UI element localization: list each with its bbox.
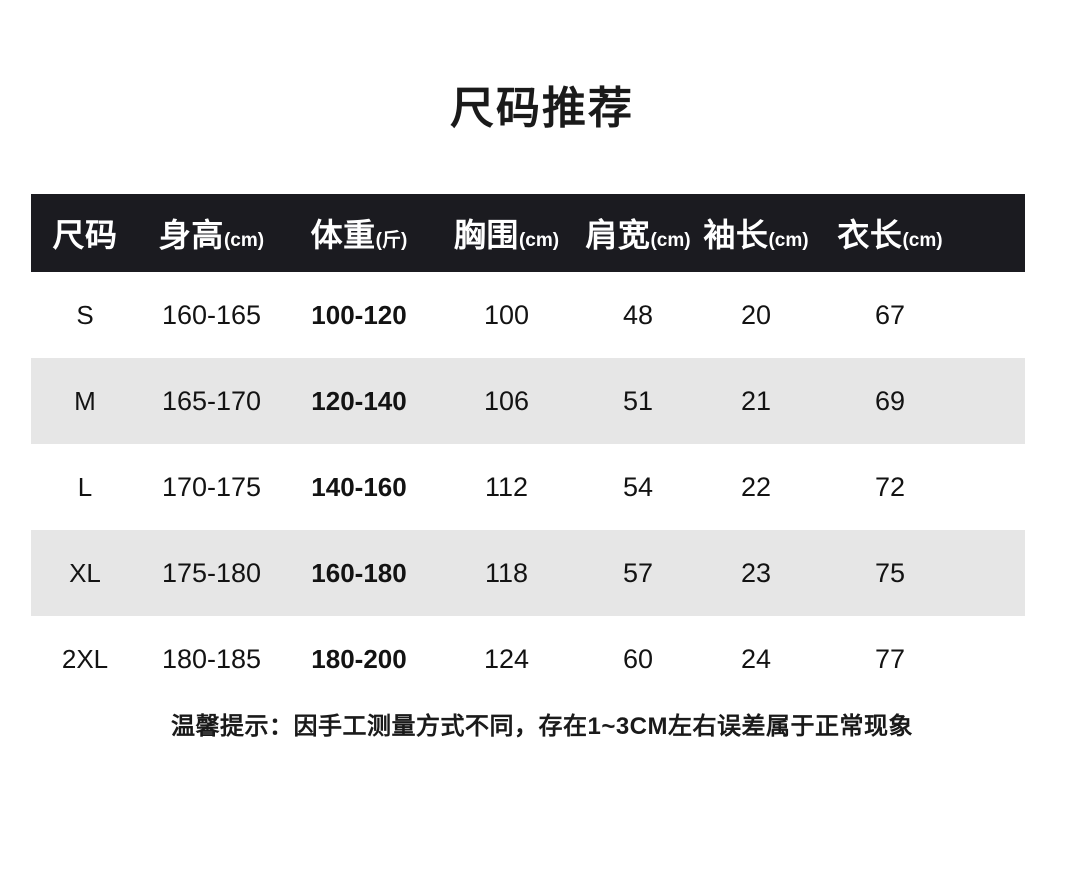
column-header-weight: 体重(斤): [284, 210, 434, 256]
table-row: XL 175-180 160-180 118 57 23 75: [31, 530, 1025, 616]
column-header-length-label: 衣长: [837, 217, 903, 253]
column-header-shoulder: 肩宽(cm): [579, 210, 697, 256]
table-row: L 170-175 140-160 112 54 22 72: [31, 444, 1025, 530]
column-header-height-unit: (cm): [223, 230, 265, 251]
cell-size: 2XL: [61, 643, 109, 674]
cell-size: M: [74, 385, 96, 416]
column-header-sleeve-label: 袖长: [703, 217, 769, 253]
table-row: 2XL 180-185 180-200 124 60 24 77: [31, 616, 1025, 702]
column-header-size: 尺码: [31, 210, 139, 256]
cell-sleeve: 22: [740, 471, 772, 502]
cell-weight: 180-200: [311, 643, 407, 674]
cell-height: 170-175: [161, 471, 262, 502]
cell-shoulder: 60: [622, 643, 654, 674]
cell-height: 165-170: [161, 385, 262, 416]
cell-sleeve: 24: [740, 643, 772, 674]
column-header-length: 衣长(cm): [815, 210, 965, 256]
cell-bust: 112: [484, 471, 529, 502]
cell-sleeve: 23: [740, 557, 772, 588]
cell-size: XL: [69, 557, 101, 588]
cell-bust: 100: [483, 299, 530, 330]
column-header-shoulder-unit: (cm): [650, 230, 691, 251]
table-row: S 160-165 100-120 100 48 20 67: [31, 272, 1025, 358]
cell-height: 160-165: [161, 299, 262, 330]
size-chart-table: 尺码 身高(cm) 体重(斤) 胸围(cm) 肩宽(cm) 袖长(cm) 衣长(…: [31, 194, 1025, 702]
cell-height: 180-185: [161, 643, 262, 674]
cell-shoulder: 51: [622, 385, 654, 416]
cell-sleeve: 21: [740, 385, 772, 416]
column-header-height: 身高(cm): [139, 210, 284, 256]
page-title: 尺码推荐: [450, 84, 634, 133]
column-header-shoulder-label: 肩宽: [585, 217, 651, 253]
column-header-sleeve: 袖长(cm): [697, 210, 815, 256]
cell-size: S: [76, 299, 94, 330]
cell-sleeve: 20: [740, 299, 772, 330]
column-header-size-label: 尺码: [52, 217, 118, 253]
cell-shoulder: 48: [622, 299, 654, 330]
cell-bust: 118: [484, 557, 529, 588]
column-header-length-unit: (cm): [902, 230, 943, 251]
cell-bust: 124: [483, 643, 530, 674]
column-header-weight-label: 体重: [310, 217, 376, 253]
cell-shoulder: 57: [622, 557, 654, 588]
cell-bust: 106: [483, 385, 530, 416]
cell-height: 175-180: [161, 557, 262, 588]
cell-length: 77: [874, 643, 906, 674]
column-header-height-label: 身高: [158, 217, 224, 253]
cell-length: 67: [874, 299, 906, 330]
cell-shoulder: 54: [622, 471, 654, 502]
column-header-bust-label: 胸围: [453, 217, 519, 253]
column-header-sleeve-unit: (cm): [768, 230, 809, 251]
cell-weight: 100-120: [311, 299, 407, 330]
table-row: M 165-170 120-140 106 51 21 69: [31, 358, 1025, 444]
cell-length: 72: [874, 471, 906, 502]
cell-length: 69: [874, 385, 906, 416]
cell-size: L: [77, 471, 93, 502]
measurement-note: 温馨提示：因手工测量方式不同，存在1~3CM左右误差属于正常现象: [170, 713, 914, 740]
cell-weight: 140-160: [311, 471, 407, 502]
column-header-bust-unit: (cm): [518, 230, 560, 251]
table-header-row: 尺码 身高(cm) 体重(斤) 胸围(cm) 肩宽(cm) 袖长(cm) 衣长(…: [31, 194, 1025, 272]
column-header-weight-unit: (斤): [375, 230, 408, 251]
cell-weight: 120-140: [311, 385, 407, 416]
cell-length: 75: [874, 557, 906, 588]
cell-weight: 160-180: [311, 557, 407, 588]
column-header-bust: 胸围(cm): [434, 210, 579, 256]
